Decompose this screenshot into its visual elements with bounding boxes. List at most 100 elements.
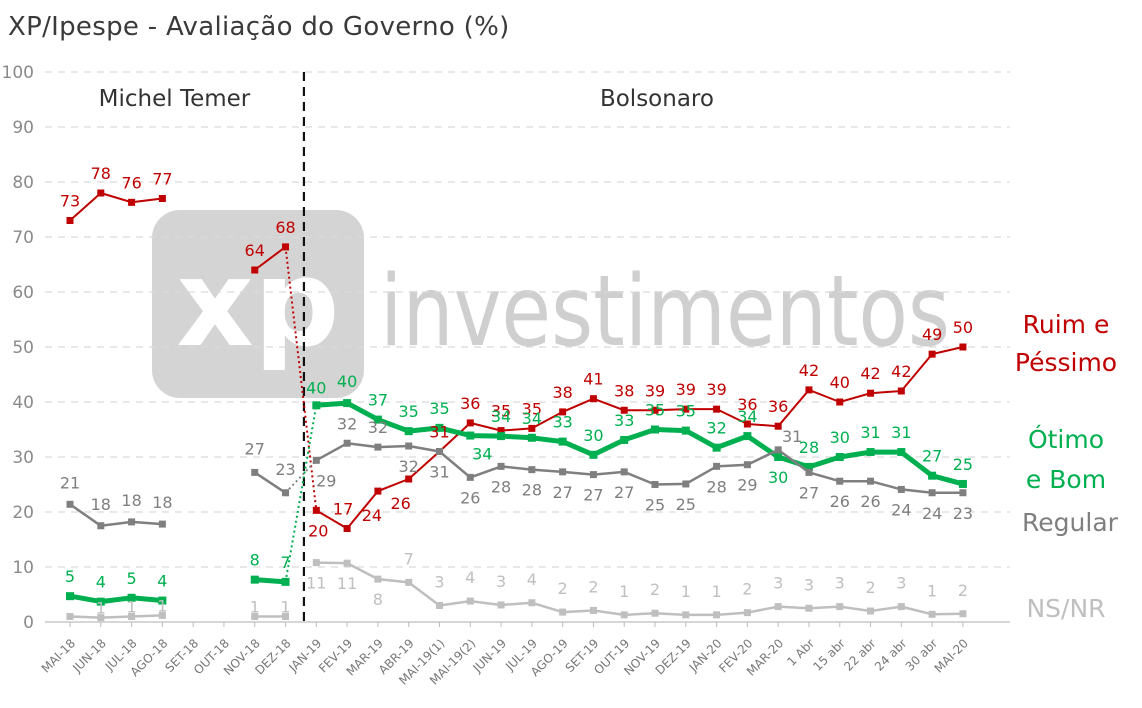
data-point: [743, 432, 752, 441]
data-label: 35: [645, 401, 665, 420]
series-name-label: NS/NR: [1026, 594, 1105, 623]
data-point: [312, 506, 320, 514]
data-point: [66, 592, 74, 601]
y-tick-label: 60: [12, 283, 34, 303]
data-point: [743, 420, 751, 428]
data-label: 1: [711, 582, 721, 601]
y-tick-label: 40: [12, 393, 34, 413]
data-label: 1: [927, 581, 937, 600]
data-point: [897, 485, 905, 493]
xp-logo-badge: [152, 210, 364, 398]
data-point: [897, 448, 906, 457]
data-point: [589, 450, 598, 459]
gridlines: [45, 71, 1010, 623]
data-point: [620, 406, 628, 414]
data-point: [774, 446, 782, 454]
series-line: [316, 561, 963, 617]
data-point: [713, 611, 721, 619]
data-point: [867, 477, 875, 485]
period-label-bolsonaro: Bolsonaro: [600, 86, 714, 112]
data-label: 2: [958, 581, 968, 600]
data-point: [497, 462, 505, 470]
data-label: 8: [373, 590, 383, 609]
data-point: [250, 575, 259, 584]
data-label: 33: [614, 411, 634, 430]
data-point: [312, 401, 321, 410]
data-point: [620, 611, 628, 619]
data-label: 27: [583, 486, 603, 505]
data-point: [959, 343, 967, 351]
data-label: 11: [337, 574, 357, 593]
x-tick-label: MAI-20: [932, 636, 971, 675]
data-point: [66, 217, 74, 224]
data-label: 32: [706, 419, 726, 438]
data-label: 37: [368, 391, 388, 410]
series-name-label: Regular: [1022, 508, 1119, 537]
data-point: [158, 195, 166, 202]
series-name-label: Ótimo: [1028, 424, 1104, 454]
data-point: [559, 408, 567, 416]
data-point: [97, 614, 105, 622]
data-point: [804, 462, 813, 471]
data-label: 4: [96, 573, 106, 592]
y-tick-label: 50: [12, 338, 34, 358]
data-point: [928, 350, 936, 358]
data-point: [343, 439, 351, 447]
data-point: [897, 603, 905, 611]
data-point: [713, 405, 721, 413]
data-label: 4: [157, 572, 167, 591]
data-label: 26: [830, 492, 850, 511]
data-point: [251, 613, 259, 620]
data-label: 3: [835, 574, 845, 593]
data-point: [435, 423, 444, 432]
data-label: 73: [60, 192, 80, 211]
data-label: 25: [953, 455, 973, 474]
chart-title: XP/Ipespe - Avaliação do Governo (%): [8, 12, 510, 42]
data-label: 3: [804, 575, 814, 594]
data-label: 2: [650, 580, 660, 599]
data-label: 34: [491, 407, 511, 426]
transition-connectors: [284, 246, 318, 583]
data-label: 5: [65, 567, 75, 586]
data-label: 40: [830, 373, 850, 392]
data-label: 31: [429, 463, 449, 482]
data-label: 41: [583, 370, 603, 389]
data-point: [528, 466, 536, 474]
series-line: [254, 471, 287, 494]
data-label: 17: [333, 500, 353, 519]
data-label: 27: [799, 483, 819, 502]
series-line: [69, 503, 163, 528]
data-point: [928, 489, 936, 497]
data-label: 25: [645, 496, 665, 515]
data-label: 39: [676, 380, 696, 399]
data-point: [128, 198, 136, 206]
data-label: 42: [891, 362, 911, 381]
data-point: [959, 489, 967, 497]
data-label: 49: [922, 325, 942, 344]
data-label: 35: [429, 399, 449, 418]
data-point: [374, 443, 382, 451]
data-point: [66, 613, 74, 620]
data-label: 2: [865, 578, 875, 597]
data-label: 28: [706, 477, 726, 496]
data-point: [651, 406, 659, 414]
data-point: [651, 425, 660, 434]
data-point: [805, 604, 813, 612]
data-label: 36: [460, 394, 480, 413]
data-label: 23: [275, 460, 295, 479]
data-point: [527, 433, 536, 442]
data-point: [312, 456, 320, 464]
data-label: 7: [280, 553, 290, 572]
data-label: 23: [953, 504, 973, 523]
data-label: 18: [91, 495, 111, 514]
data-label: 27: [245, 439, 265, 458]
data-label: 76: [121, 173, 141, 192]
data-label: 64: [245, 241, 265, 260]
data-label: 35: [522, 399, 542, 418]
series-line: [315, 346, 964, 530]
data-point: [251, 266, 259, 274]
data-point: [805, 468, 813, 476]
series-line: [316, 400, 964, 487]
data-label: 1: [126, 598, 136, 617]
data-point: [97, 189, 105, 197]
